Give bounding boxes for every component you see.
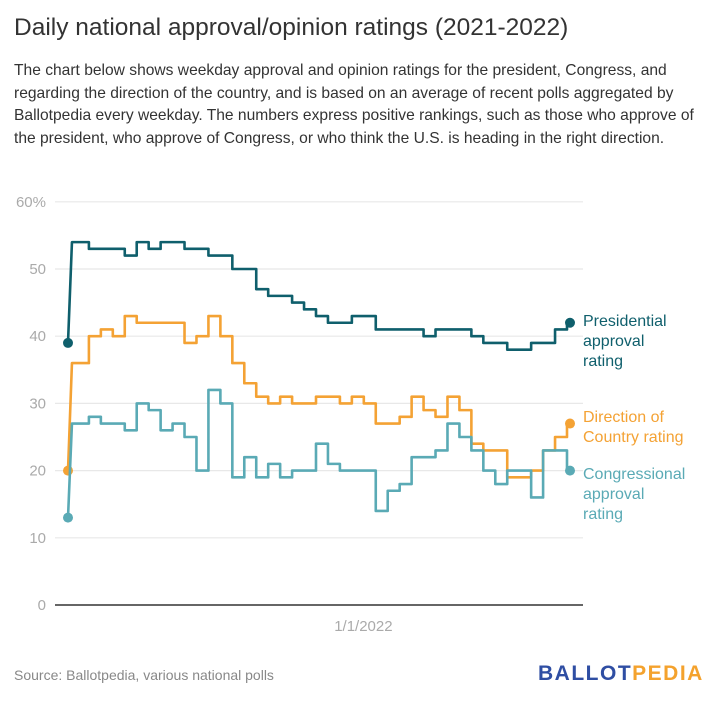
series-label: Presidential bbox=[583, 313, 667, 330]
source-note: Source: Ballotpedia, various national po… bbox=[14, 667, 274, 683]
chart-description: The chart below shows weekday approval a… bbox=[14, 62, 694, 147]
logo-part-pedia: PEDIA bbox=[632, 662, 704, 685]
series-end-point bbox=[565, 317, 575, 328]
y-tick-label: 40 bbox=[29, 328, 46, 345]
y-tick-label: 50 bbox=[29, 261, 46, 278]
series-label: approval bbox=[583, 486, 644, 503]
series-label: rating bbox=[583, 506, 623, 523]
line-chart: 0 10 20 30 40 50 60% 1/1/2022 Presidential appr… bbox=[16, 194, 685, 635]
y-tick-label: 10 bbox=[29, 530, 46, 547]
series-end-point bbox=[565, 465, 575, 476]
series-label: Country rating bbox=[583, 429, 684, 446]
series-start-point bbox=[63, 512, 73, 523]
y-tick-label: 60% bbox=[16, 194, 46, 211]
y-tick-label: 20 bbox=[29, 463, 46, 480]
x-tick-label: 1/1/2022 bbox=[334, 618, 392, 635]
series-start-point bbox=[63, 337, 73, 348]
series-label: rating bbox=[583, 353, 623, 370]
series-line-2 bbox=[66, 388, 570, 518]
chart-title: Daily national approval/opinion ratings … bbox=[14, 14, 569, 41]
ballotpedia-logo: BALLOTPEDIA bbox=[538, 662, 704, 686]
series-line-0 bbox=[66, 240, 570, 351]
series-end-point bbox=[565, 418, 575, 429]
series-label: approval bbox=[583, 333, 644, 350]
series-label: Direction of bbox=[583, 409, 664, 426]
y-tick-label: 30 bbox=[29, 395, 46, 412]
series-line-1 bbox=[66, 314, 570, 479]
series-label: Congressional bbox=[583, 466, 685, 483]
series-start-point bbox=[63, 465, 73, 476]
logo-part-ballot: BALLOT bbox=[538, 662, 633, 685]
y-tick-label: 0 bbox=[38, 597, 46, 614]
